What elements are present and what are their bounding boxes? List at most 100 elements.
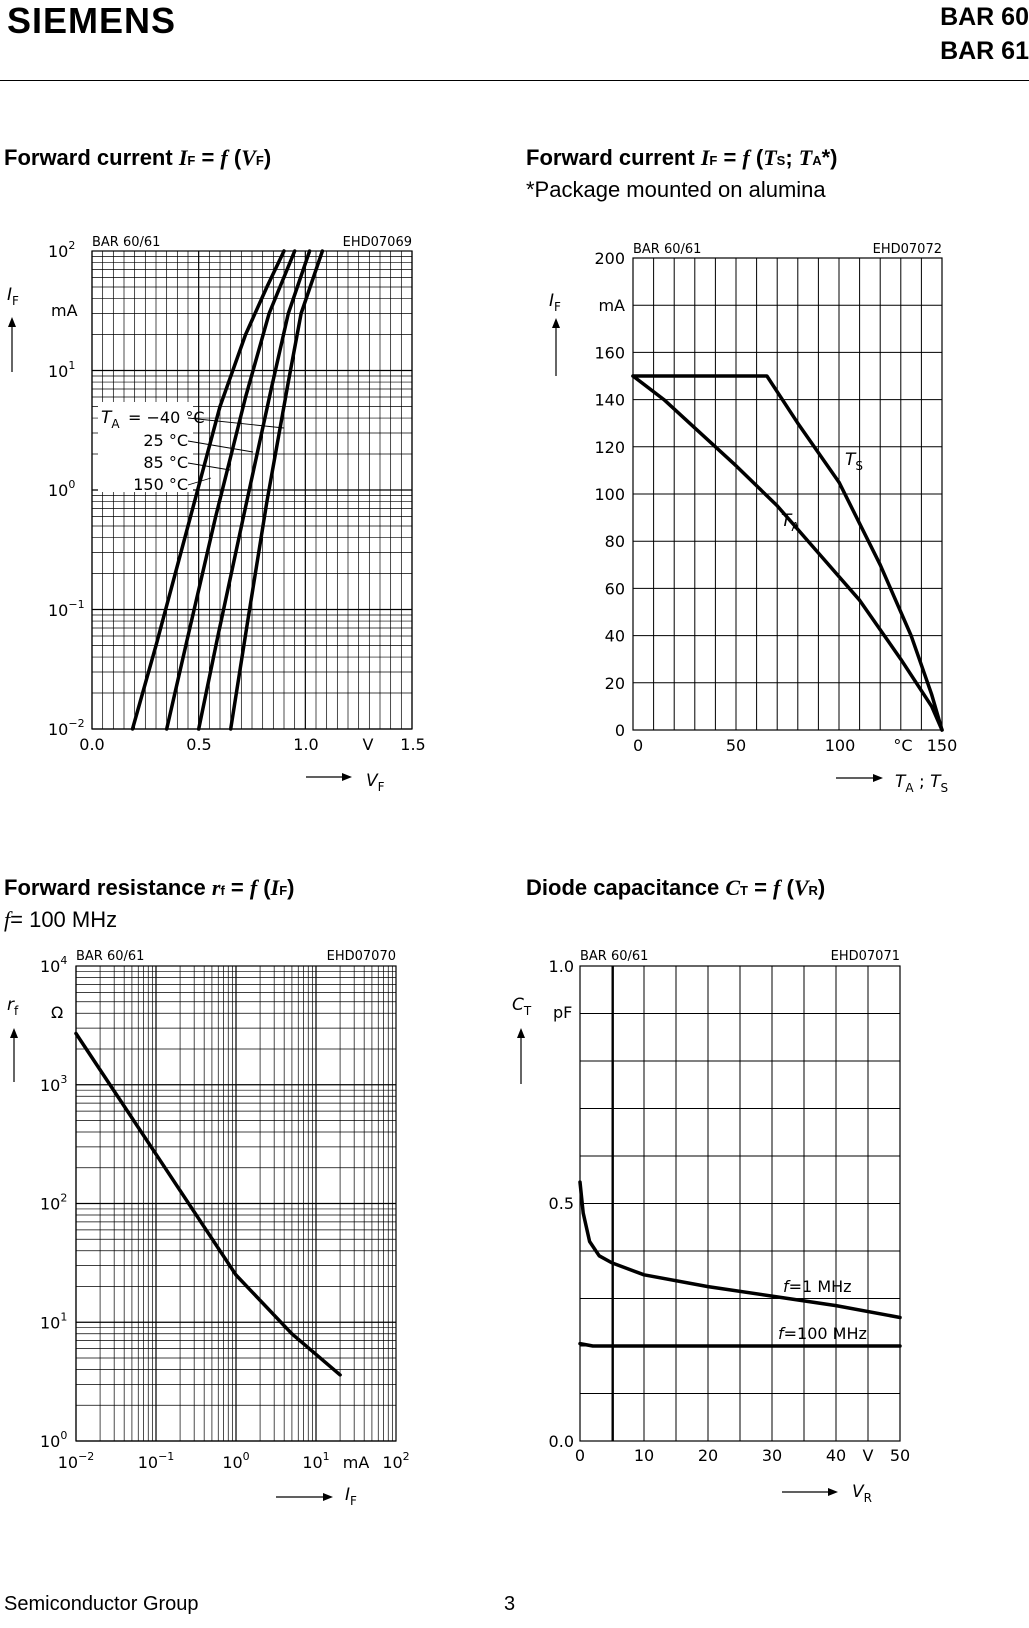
c2-ytick: 60 xyxy=(605,579,625,598)
c3-yunit: Ω xyxy=(51,1003,63,1022)
part-numbers: BAR 60 BAR 61 xyxy=(940,0,1029,68)
c1-leader xyxy=(187,417,285,429)
c4-label-1mhz: f=1 MHz xyxy=(783,1277,852,1296)
c2-ytick: 80 xyxy=(605,532,625,551)
c2-ytick: 0 xyxy=(615,721,625,740)
c4-ytick: 0.5 xyxy=(549,1194,574,1213)
c1-xarrow-head xyxy=(342,773,352,781)
c1-ytick: 10−1 xyxy=(48,598,85,620)
c3-ylabel: rf xyxy=(7,995,19,1018)
c2-xarrow-head xyxy=(873,774,883,782)
c2-ytick: 20 xyxy=(605,674,625,693)
c1-xlabel: VF xyxy=(366,771,385,794)
c3-ytick: 102 xyxy=(40,1192,67,1214)
c2-series-1 xyxy=(631,374,944,732)
c3-xtick: 100 xyxy=(222,1450,249,1472)
footer-left: Semiconductor Group xyxy=(4,1593,199,1615)
c4-header-left: BAR 60/61 xyxy=(580,949,648,964)
c4-xtick: 10 xyxy=(634,1446,654,1465)
c4-series-0 xyxy=(578,1180,902,1320)
c1-xtick: 1.0 xyxy=(293,735,318,754)
c3-ytick: 103 xyxy=(40,1073,67,1095)
c1-ytick: 10−2 xyxy=(48,717,85,739)
c1-yunit: mA xyxy=(51,301,78,320)
c1-header-right: EHD07069 xyxy=(343,235,412,250)
c4-header-right: EHD07071 xyxy=(831,949,900,964)
c1-legend-bg xyxy=(98,402,193,492)
c1-legend-25: 25 °C xyxy=(143,431,188,450)
c2-ylabel: IF xyxy=(549,291,561,314)
c2-header-right: EHD07072 xyxy=(873,242,942,257)
c2-ytick: 120 xyxy=(594,438,625,457)
c2-ytick: 40 xyxy=(605,627,625,646)
c4-ytick: 0.0 xyxy=(549,1432,574,1451)
c1-xtick: 1.5 xyxy=(400,735,425,754)
part-number-1: BAR 60 xyxy=(940,3,1029,31)
c1-leader xyxy=(187,477,212,486)
chart4-title: Diode capacitance CT = f (VR) xyxy=(526,875,826,900)
chart3-title: Forward resistance rf = f (IF) f= 100 MH… xyxy=(4,875,295,932)
c1-ytick: 100 xyxy=(48,478,75,500)
c2-xtick: 50 xyxy=(726,736,746,755)
c1-series-3 xyxy=(228,249,325,731)
c3-header-left: BAR 60/61 xyxy=(76,949,144,964)
c4-xtick: V xyxy=(863,1446,874,1465)
c4-xlabel: VR xyxy=(852,1482,872,1505)
c1-series-2 xyxy=(196,249,312,731)
c3-xtick: 101 xyxy=(302,1450,329,1472)
c2-yarrow-head xyxy=(552,318,560,328)
c3-ytick: 101 xyxy=(40,1310,67,1332)
c2-xtick: 0 xyxy=(633,736,643,755)
c1-xtick: 0.0 xyxy=(79,735,104,754)
c2-ytick: 200 xyxy=(594,249,625,268)
c3-xtick: 102 xyxy=(382,1450,409,1472)
chart2-subtitle: *Package mounted on alumina xyxy=(526,177,826,202)
c1-series-0 xyxy=(130,249,286,731)
c3-xtick: 10−2 xyxy=(58,1450,95,1472)
c1-legend-symbol: TA xyxy=(101,408,120,431)
c3-header-right: EHD07070 xyxy=(327,949,396,964)
c3-xtick: 10−1 xyxy=(138,1450,175,1472)
c1-leader xyxy=(187,462,231,471)
c1-ytick: 102 xyxy=(48,239,75,261)
c1-ytick: 101 xyxy=(48,359,75,381)
c3-xarrow-head xyxy=(323,1493,333,1501)
c3-ytick: 100 xyxy=(40,1429,67,1451)
page-number: 3 xyxy=(504,1593,516,1615)
c1-series-1 xyxy=(164,249,297,731)
c1-xtick: 0.5 xyxy=(186,735,211,754)
c4-label-100mhz: f=100 MHz xyxy=(778,1324,867,1343)
chart1-title: Forward current IF = f (VF) xyxy=(4,145,272,170)
chart3-subtitle: f= 100 MHz xyxy=(4,907,118,932)
c2-xtick: 100 xyxy=(825,736,856,755)
c2-label-ts: TS xyxy=(845,450,863,473)
c2-ytick: 100 xyxy=(594,485,625,504)
c4-yunit: pF xyxy=(553,1003,572,1022)
c2-label-ta: TA xyxy=(781,511,800,534)
c1-yarrow-head xyxy=(8,317,16,327)
c2-ytick: mA xyxy=(598,296,625,315)
c1-legend-85: 85 °C xyxy=(143,453,188,472)
c1-leader xyxy=(187,440,254,453)
c4-xtick: 20 xyxy=(698,1446,718,1465)
part-number-2: BAR 61 xyxy=(940,37,1029,65)
c4-xtick: 40 xyxy=(826,1446,846,1465)
c4-yarrow-head xyxy=(517,1028,525,1038)
c4-ylabel: CT xyxy=(512,995,532,1018)
c2-header-left: BAR 60/61 xyxy=(633,242,701,257)
c1-ylabel: IF xyxy=(7,285,19,308)
c1-header-left: BAR 60/61 xyxy=(92,235,160,250)
c3-yarrow-head xyxy=(10,1028,18,1038)
c3-xunit: mA xyxy=(343,1453,370,1472)
c2-xlabel: TA ; TS xyxy=(895,772,948,795)
c1-legend-m40: = −40 °C xyxy=(128,408,205,427)
siemens-logo: SIEMENS xyxy=(7,0,177,41)
c3-series-0 xyxy=(74,1031,342,1377)
c4-xtick: 30 xyxy=(762,1446,782,1465)
c1-legend-150: 150 °C xyxy=(133,475,188,494)
c3-ytick: 104 xyxy=(40,954,67,976)
header-rule xyxy=(0,80,1029,81)
chart2-title: Forward current IF = f (TS; TA*) *Packag… xyxy=(526,145,838,202)
c2-xtick: °C xyxy=(893,736,912,755)
